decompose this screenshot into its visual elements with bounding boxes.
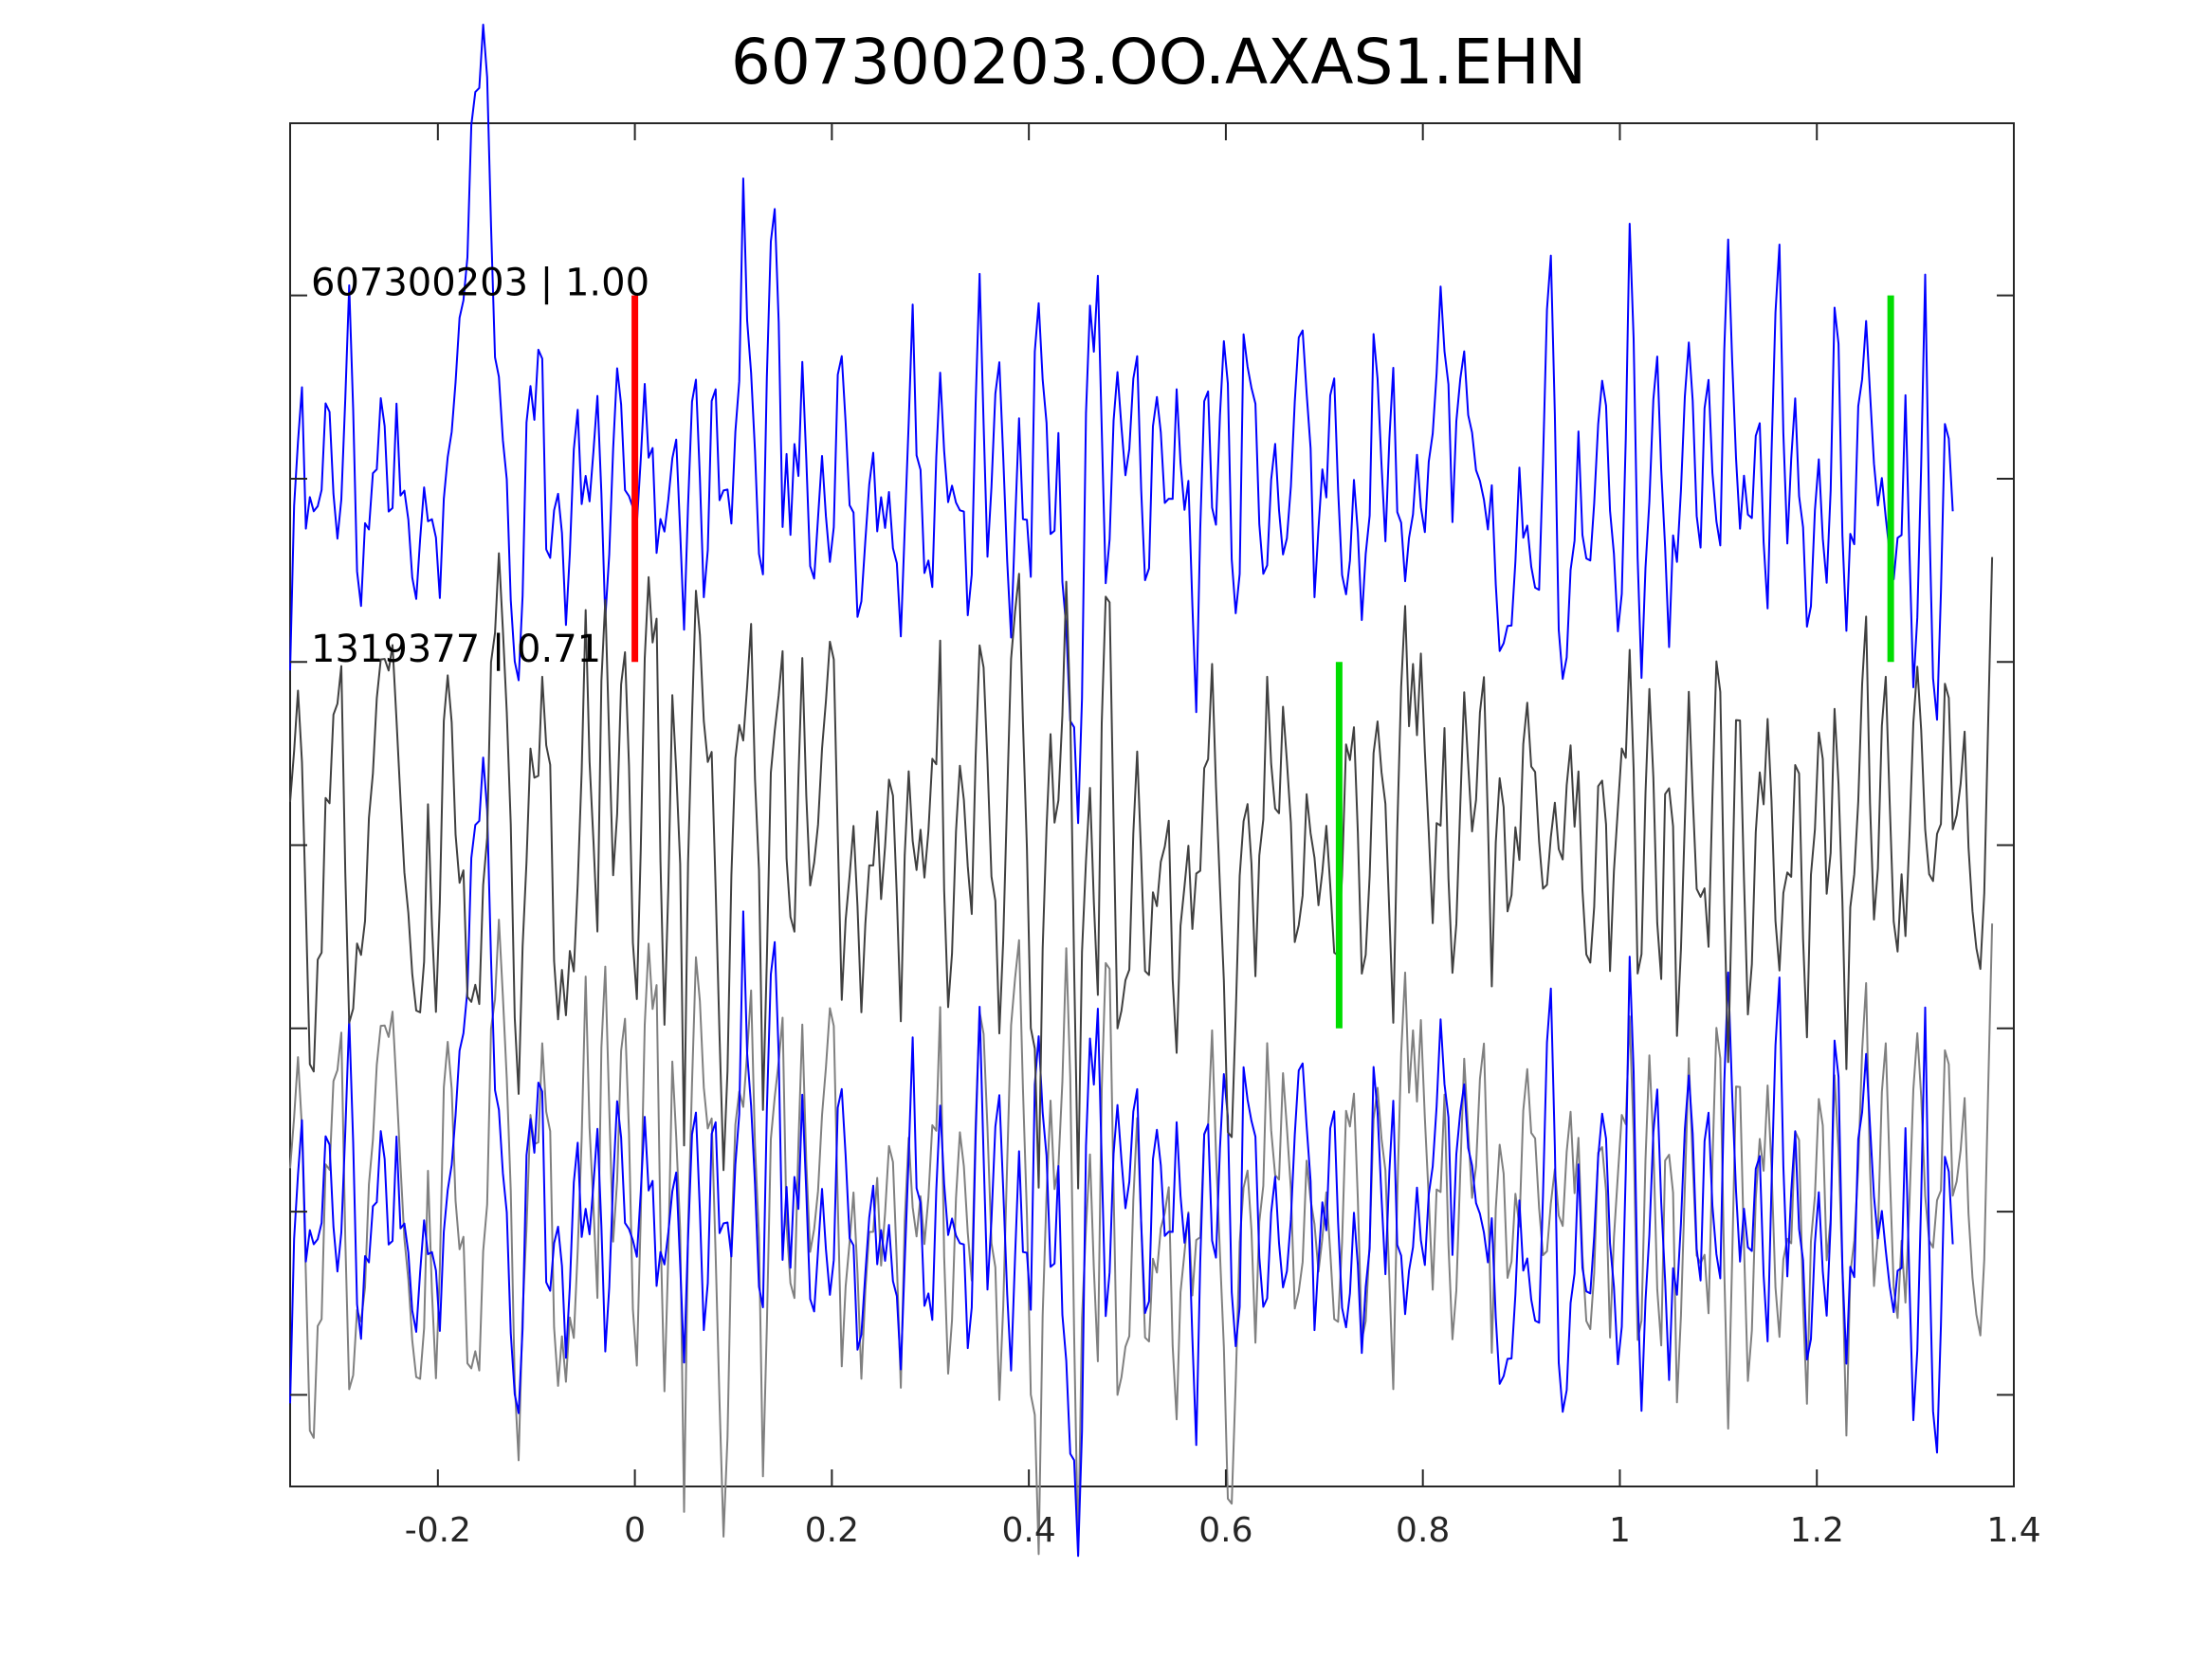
- traces-layer: [289, 24, 1994, 1558]
- x-tick-label: 0.8: [1396, 1511, 1450, 1550]
- picks-layer: [631, 295, 1894, 1029]
- x-tick-label: 0: [624, 1511, 646, 1550]
- x-tick-label: 1: [1609, 1511, 1631, 1550]
- x-tick-label: 0.6: [1198, 1511, 1252, 1550]
- trace-label: 1319377 | 0.71: [311, 628, 601, 671]
- ticks-layer: -0.2 0 0.2 0.4 0.6 0.8 1 1.2 1.4: [290, 123, 2041, 1550]
- x-tick-label: -0.2: [405, 1511, 471, 1550]
- chart-title: 607300203.OO.AXAS1.EHN: [731, 26, 1586, 99]
- x-tick-label: 1.2: [1790, 1511, 1844, 1550]
- x-tick-label: 0.4: [1002, 1511, 1056, 1550]
- trace-master: [289, 24, 1954, 825]
- trace-detected: [289, 552, 1994, 1190]
- x-tick-label: 0.2: [805, 1511, 859, 1550]
- overlay-trace-master: [289, 757, 1954, 1558]
- x-tick-label: 1.4: [1986, 1511, 2040, 1550]
- trace-label: 607300203 | 1.00: [311, 262, 649, 305]
- labels-layer: 607300203 | 1.00 1319377 | 0.71: [311, 262, 649, 672]
